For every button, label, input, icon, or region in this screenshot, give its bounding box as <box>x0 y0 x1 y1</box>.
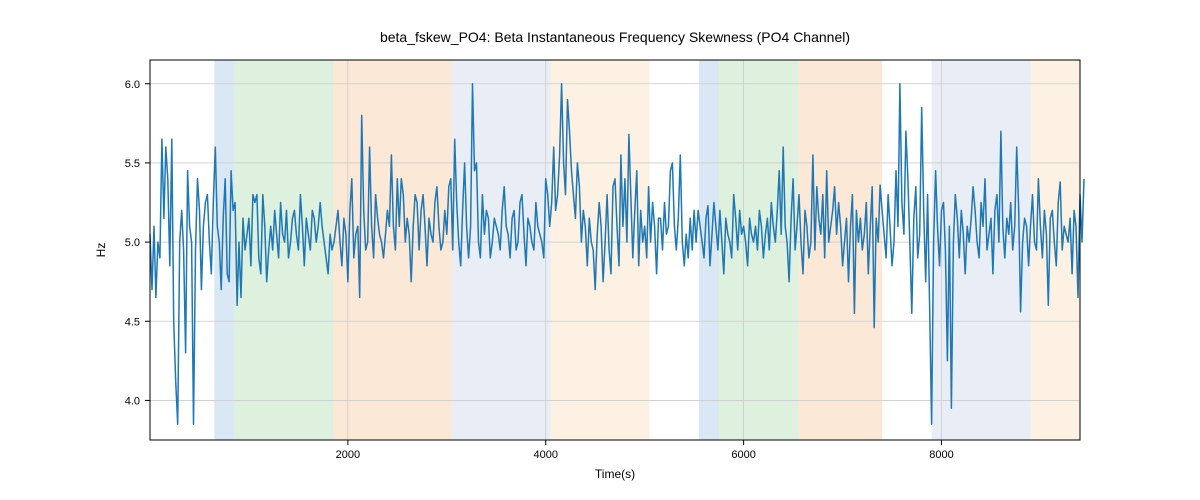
shaded-band <box>941 60 1030 440</box>
y-tick-label: 4.5 <box>125 316 140 328</box>
shaded-band <box>214 60 234 440</box>
shaded-band <box>452 60 551 440</box>
y-axis-label: Hz <box>94 243 108 258</box>
x-tick-label: 2000 <box>336 449 360 461</box>
x-tick-label: 8000 <box>929 449 953 461</box>
shaded-band <box>234 60 333 440</box>
shaded-band <box>333 60 452 440</box>
y-tick-label: 5.5 <box>125 158 140 170</box>
chart-container: 2000 4000 6000 8000 4.0 4.5 5.0 5.5 6.0 Time(s) Hz… <box>0 0 1200 500</box>
y-tick-label: 5.0 <box>125 237 140 249</box>
y-tick-label: 4.0 <box>125 395 140 407</box>
x-tick-label: 4000 <box>534 449 558 461</box>
shaded-band <box>551 60 650 440</box>
x-axis-label: Time(s) <box>595 467 635 481</box>
x-tick-label: 6000 <box>731 449 755 461</box>
chart-title: beta_fskew_PO4: Beta Instantaneous Frequ… <box>380 29 850 45</box>
chart-svg: 2000 4000 6000 8000 4.0 4.5 5.0 5.5 6.0 Time(s) Hz… <box>0 0 1200 500</box>
y-tick-label: 6.0 <box>125 79 140 91</box>
